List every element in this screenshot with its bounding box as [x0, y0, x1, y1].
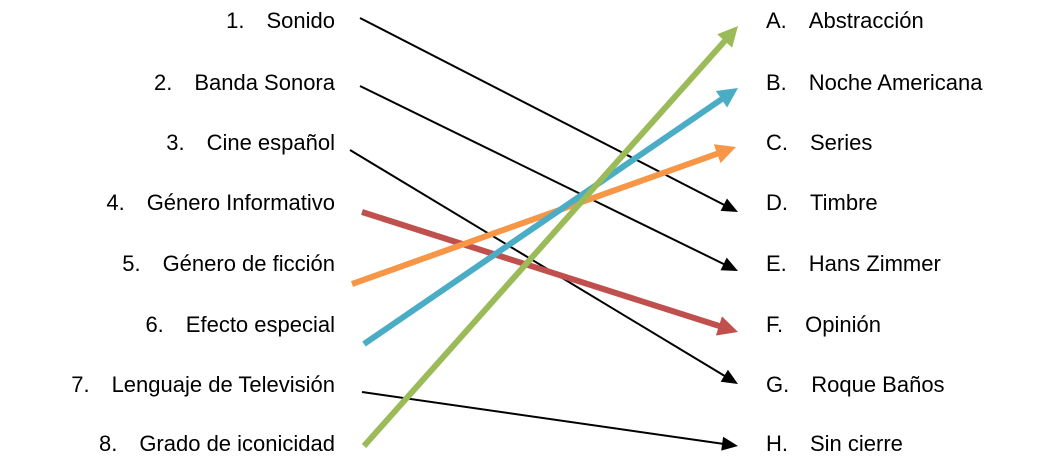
- left-item-3-text: Cine español: [206, 130, 335, 155]
- left-item-6-text: Efecto especial: [185, 312, 335, 337]
- left-item-8-text: Grado de iconicidad: [139, 431, 335, 456]
- left-item-4-number: 4.: [106, 190, 125, 215]
- right-item-a-letter: A.: [766, 8, 787, 33]
- right-item-b: B. Noche Americana: [766, 70, 982, 96]
- left-item-5-number: 5.: [122, 251, 141, 276]
- arrowhead-icon: [715, 88, 738, 108]
- right-item-b-text: Noche Americana: [808, 70, 983, 95]
- left-item-5: 5. Género de ficción: [122, 251, 335, 277]
- arrowhead-icon: [713, 144, 736, 164]
- right-item-g: G. Roque Baños: [766, 372, 945, 398]
- left-item-1-text: Sonido: [266, 8, 335, 33]
- right-item-d-text: Timbre: [810, 190, 878, 215]
- right-item-g-letter: G.: [766, 372, 790, 397]
- connection-line-3-g: [349, 149, 727, 378]
- left-item-1: 1. Sonido: [226, 8, 335, 34]
- left-item-2-text: Banda Sonora: [194, 70, 335, 95]
- left-item-3: 3. Cine español: [166, 130, 335, 156]
- right-item-f: F. Opinión: [766, 312, 881, 338]
- left-item-7-number: 7.: [71, 372, 90, 397]
- left-item-2: 2. Banda Sonora: [154, 70, 335, 96]
- right-item-g-text: Roque Baños: [811, 372, 945, 397]
- connection-line-8-a: [361, 37, 729, 448]
- connection-line-5-c: [350, 150, 721, 287]
- right-item-d: D. Timbre: [766, 190, 878, 216]
- right-item-f-text: Opinión: [805, 312, 881, 337]
- right-item-b-letter: B.: [766, 70, 787, 95]
- right-item-e: E. Hans Zimmer: [766, 251, 941, 277]
- arrowhead-icon: [715, 316, 738, 336]
- arrowhead-icon: [721, 436, 738, 451]
- arrowhead-icon: [720, 198, 738, 212]
- right-item-c: C. Series: [766, 130, 872, 156]
- right-item-h: H. Sin cierre: [766, 431, 903, 457]
- connection-line-7-h: [361, 391, 725, 445]
- right-item-a: A. Abstracción: [766, 8, 924, 34]
- right-item-h-letter: H.: [766, 431, 788, 456]
- left-item-4-text: Género Informativo: [146, 190, 335, 215]
- left-item-5-text: Género de ficción: [162, 251, 335, 276]
- right-item-f-letter: F.: [766, 312, 784, 337]
- arrowhead-icon: [720, 257, 738, 271]
- left-item-6: 6. Efecto especial: [145, 312, 335, 338]
- right-item-c-letter: C.: [766, 130, 788, 155]
- right-item-e-letter: E.: [766, 251, 787, 276]
- arrowhead-icon: [717, 26, 738, 48]
- right-item-e-text: Hans Zimmer: [808, 251, 941, 276]
- arrowhead-icon: [720, 369, 738, 384]
- left-item-7-text: Lenguaje de Televisión: [111, 372, 335, 397]
- connection-line-2-e: [359, 85, 726, 266]
- connection-line-4-f: [361, 209, 722, 330]
- connection-arrows: [349, 17, 738, 451]
- left-item-3-number: 3.: [166, 130, 185, 155]
- left-item-6-number: 6.: [145, 312, 164, 337]
- right-item-h-text: Sin cierre: [810, 431, 903, 456]
- left-item-8: 8. Grado de iconicidad: [99, 431, 335, 457]
- connection-line-6-b: [362, 95, 725, 347]
- right-item-d-letter: D.: [766, 190, 788, 215]
- left-item-2-number: 2.: [153, 70, 173, 95]
- left-item-1-number: 1.: [226, 8, 245, 33]
- left-item-4: 4. Género Informativo: [106, 190, 335, 216]
- right-item-a-text: Abstracción: [808, 8, 924, 33]
- right-item-c-text: Series: [810, 130, 873, 155]
- left-item-7: 7. Lenguaje de Televisión: [71, 372, 335, 398]
- left-item-8-number: 8.: [98, 431, 118, 456]
